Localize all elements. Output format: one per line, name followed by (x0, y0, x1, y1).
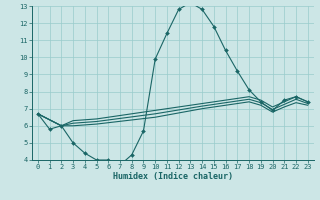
X-axis label: Humidex (Indice chaleur): Humidex (Indice chaleur) (113, 172, 233, 181)
